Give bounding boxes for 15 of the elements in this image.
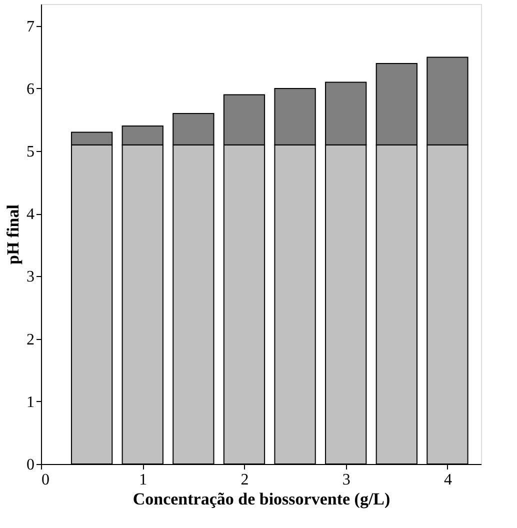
y-tick-label: 5: [26, 144, 34, 161]
y-axis-title: pH final: [4, 204, 22, 264]
y-tick-label: 0: [26, 456, 34, 474]
x-tick-label: 2: [240, 472, 249, 488]
y-tick-label: 3: [26, 268, 34, 286]
y-tick-label: 7: [26, 18, 34, 36]
x-tick-label: 3: [342, 472, 350, 488]
x-tick-label: 4: [444, 472, 452, 488]
y-tick-label: 1: [26, 394, 34, 411]
x-axis-title: Concentração de biossorvente (g/L): [132, 490, 390, 508]
y-tick-label: 6: [26, 80, 34, 98]
y-tick-label: 2: [26, 331, 34, 348]
x-tick-label: 1: [139, 472, 148, 488]
y-tick-label: 4: [26, 206, 34, 224]
x-tick-label: 0: [42, 472, 50, 488]
